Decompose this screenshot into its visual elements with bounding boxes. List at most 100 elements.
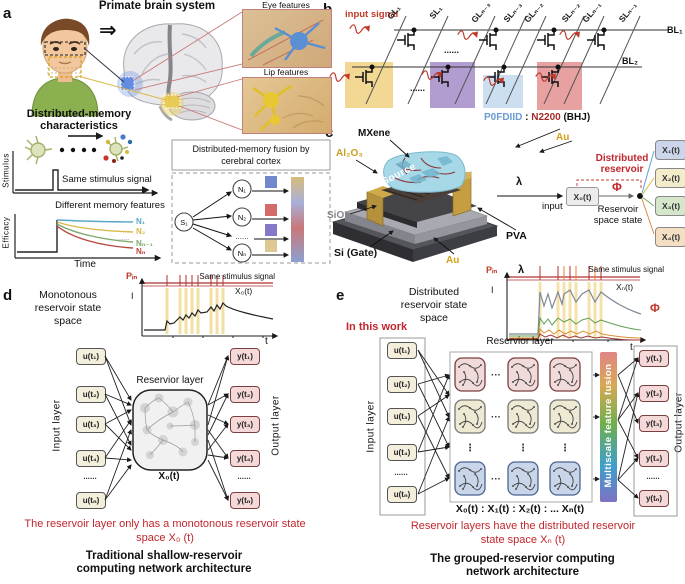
x2-state-box: X₂(t) (655, 168, 685, 188)
u-box: u(t₁) (387, 342, 417, 359)
efficacy-axis-label: Efficacy (1, 216, 11, 249)
sln2-label: SLₙ₋₂ (559, 0, 582, 24)
highlight-yellow (345, 62, 393, 108)
u-box: u(t₂) (76, 386, 106, 403)
panel-e-red-caption: Reservoir layers have the distributed re… (410, 520, 636, 546)
synapse-illustration (24, 132, 133, 165)
u-box: u(tₙ) (387, 486, 417, 503)
memory-square-red (265, 204, 277, 216)
eye-features-image (242, 9, 332, 68)
drain-label: Drain (478, 123, 510, 146)
t-axis-e: t (630, 342, 633, 353)
gln1-label: GLₙ₋₁ (580, 0, 603, 24)
bhj-blend-label: P0FDIID : N2200 (BHJ) (484, 112, 590, 123)
u-box: u(tₙ) (76, 492, 106, 509)
pin-label: Pᵢₙ (126, 271, 137, 281)
fusion-title-line2: cerebral cortex (221, 156, 281, 166)
highlight-blue (483, 75, 523, 108)
blend-colon: : (522, 112, 532, 123)
memory-square-blue (265, 176, 277, 188)
current-axis-d: I (131, 291, 134, 301)
phi-label: Φ (612, 180, 622, 194)
grid-hdots-row1: ··· (491, 370, 501, 381)
input-layer-label-e: Input layer (365, 400, 377, 453)
multiscale-fusion-label: Multiscale feature fusion (603, 363, 614, 488)
u-dots: ...... (83, 472, 97, 481)
panel-a-title: Primate brain system (98, 0, 216, 12)
row1-dots: ...... (444, 45, 459, 55)
y-dots: ...... (646, 472, 660, 481)
si-gate-label: Si (Gate) (334, 247, 378, 259)
curve-n2-label: N₂ (136, 227, 146, 236)
blend-p0fdiid: P0FDIID (484, 112, 523, 123)
time-axis-label: Time (74, 259, 96, 270)
phi-label-e: Φ (650, 301, 660, 315)
row2-dots: ...... (410, 83, 425, 93)
different-memory-label: Different memory features (55, 200, 165, 211)
au-bottom-label: Au (446, 255, 460, 266)
pin-label-e: Pᵢₙ (486, 265, 497, 275)
reservoir-layer-label-e: Reservior layer (486, 336, 554, 347)
panel-d-label: d (3, 287, 13, 304)
gl1-label: GL₁ (385, 3, 403, 22)
gln2-label: GLₙ₋₂ (522, 0, 545, 24)
in-this-work-label: In this work (346, 321, 408, 333)
y-box: y(t₁) (639, 350, 669, 367)
y-box: y(tₙ) (639, 490, 669, 507)
multiscale-fusion-bar (600, 352, 617, 502)
sl1-label: SL₁ (427, 3, 444, 21)
y-box: y(t₁) (230, 348, 260, 365)
panel-a-label: a (3, 5, 12, 22)
input-layer-label-d: Input layer (51, 399, 63, 452)
transistor-array-circuit: input signal BL₁ BL₂ GL₁ SL₁ GLₙ₋₃ SLₙ₋₃… (329, 0, 683, 110)
y-box: y(t₄) (639, 450, 669, 467)
input-spike-squiggles (329, 24, 580, 86)
same-stimulus-text: Same stimulus signal (62, 174, 152, 185)
transistor-symbols (355, 27, 607, 87)
n1-node: N₁ (238, 185, 246, 194)
u-box: u(t₂) (387, 376, 417, 393)
grid-vdots-col2: ⋮ (518, 443, 528, 454)
input-label: input (542, 201, 563, 212)
panel-d-red-caption: The reservoir layer only has a monotonou… (24, 518, 306, 544)
stimulus-plot: Same stimulus signal (12, 151, 159, 197)
memory-square-purple (265, 224, 277, 236)
x0-caption-d: X₀(t) (158, 471, 180, 482)
au-top-label: Au (556, 132, 570, 143)
memory-square-tan (265, 240, 277, 252)
highlight-red (537, 62, 582, 110)
mxene-label: MXene (358, 128, 391, 139)
fusion-gradient-bar (291, 177, 304, 262)
y-dots: ...... (237, 472, 251, 481)
x3-state-box: X₃(t) (655, 196, 685, 216)
eye-features-label: Eye features (262, 0, 310, 10)
lip-features-label: Lip features (263, 67, 309, 77)
stimulus-axis-label: Stimulus (1, 153, 11, 188)
u-box: u(t₃) (76, 416, 106, 433)
lip-features-image (242, 77, 332, 134)
u-box: u(t₄) (387, 444, 417, 461)
y-box: y(t₂) (230, 386, 260, 403)
person-illustration (31, 18, 99, 117)
panel-d-response-plot: Pᵢₙ Same stimulus signal I X₀(t) t (126, 271, 279, 347)
distributed-reservoir-label: Distributed reservoir (595, 153, 649, 175)
grid-vdots-col3: ⋮ (560, 443, 570, 454)
states-caption-e: X₀(t) : X₁(t) : X₂(t) : ... Xₙ(t) (455, 503, 585, 515)
reservoir-layer-label-d: Reservior layer (136, 375, 204, 386)
curve-nn-label: Nₙ (136, 247, 146, 256)
lambda-label-e: λ (518, 264, 524, 276)
u-box: u(t₃) (387, 408, 417, 425)
output-layer-label-e: Output layer (673, 392, 685, 453)
curve-dots: ...... (118, 235, 130, 242)
x4-state-box: X₄(t) (655, 227, 685, 247)
input-signal-label: input signal (345, 9, 398, 20)
current-axis-e: I (491, 285, 494, 295)
curve-nn1-label: Nₙ₋₁ (136, 239, 154, 248)
double-arrow-icon: ⇒ (99, 19, 117, 42)
panel-e-network: ··· ··· ··· ⋮ ⋮ ⋮ (379, 337, 678, 517)
reservoir-space-state-label: Reservoir space state (593, 204, 643, 226)
x1-state-box: X₁(t) (655, 140, 685, 160)
same-stimulus-e: Same stimulus signal (588, 265, 664, 274)
panel-e-bold-caption: The grouped-reservior computing network … (430, 553, 615, 578)
